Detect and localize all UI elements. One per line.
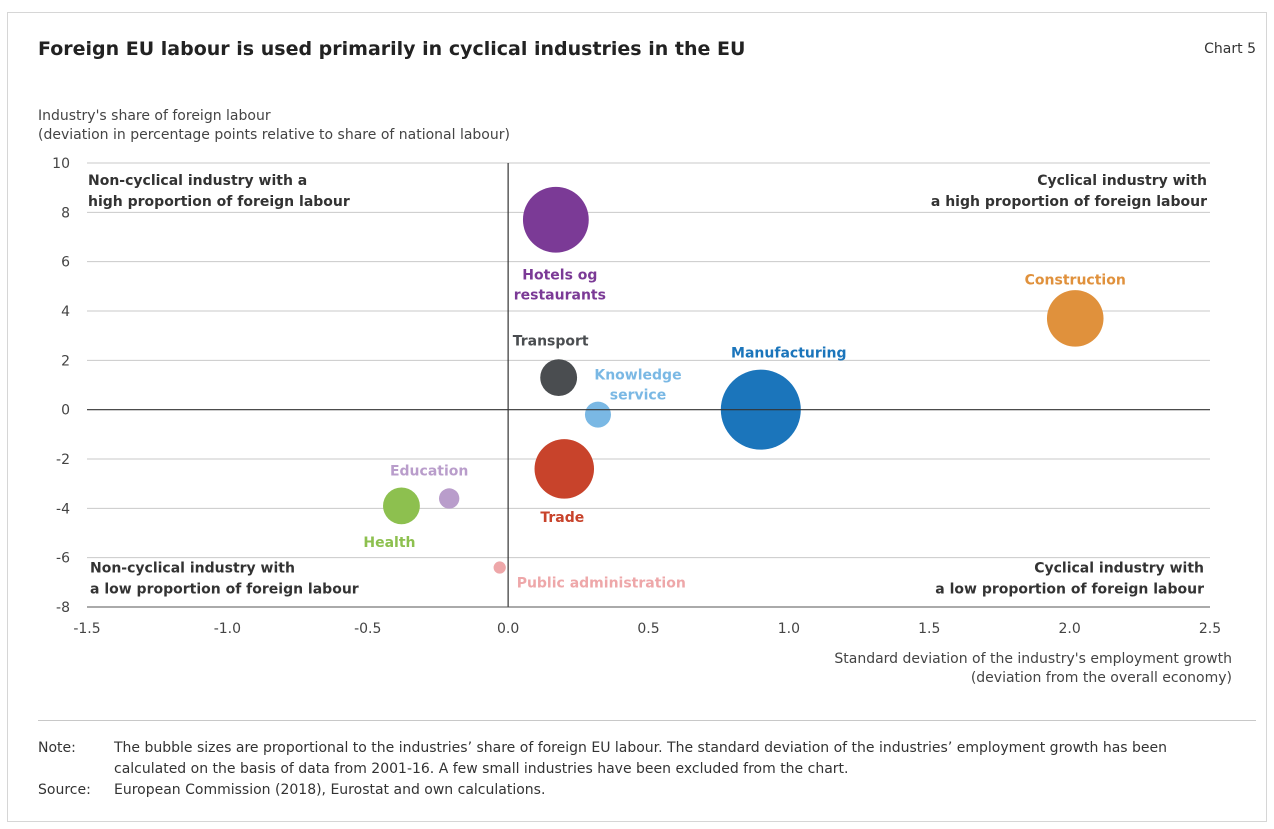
source-label: Source: bbox=[38, 782, 91, 798]
bubble bbox=[1046, 290, 1104, 347]
bubble-label: Transport bbox=[513, 334, 589, 350]
source-row: Source: European Commission (2018), Euro… bbox=[38, 780, 1238, 801]
bubble bbox=[383, 487, 420, 525]
bubble-label: Public administration bbox=[517, 576, 686, 592]
x-axis-title: Standard deviation of the industry's emp… bbox=[834, 650, 1232, 688]
y-tick-label: 0 bbox=[61, 403, 70, 419]
chart-number: Chart 5 bbox=[1204, 41, 1256, 57]
x-tick-label: -0.5 bbox=[354, 621, 381, 637]
chart-frame bbox=[7, 12, 1267, 822]
x-axis-title-line-1: Standard deviation of the industry's emp… bbox=[834, 651, 1232, 667]
quadrant-label: Cyclical industry with bbox=[1034, 560, 1204, 576]
bubble bbox=[540, 359, 578, 397]
bubble-label: Health bbox=[363, 535, 415, 551]
y-tick-label: 8 bbox=[61, 205, 70, 221]
note-label: Note: bbox=[38, 740, 76, 756]
quadrant-label: a high proportion of foreign labour bbox=[931, 194, 1207, 210]
chart-notes: Note: The bubble sizes are proportional … bbox=[38, 738, 1238, 801]
source-text: European Commission (2018), Eurostat and… bbox=[114, 782, 546, 798]
bubble-label: Education bbox=[390, 463, 468, 479]
bubble-label: Manufacturing bbox=[731, 346, 847, 362]
quadrant-label: high proportion of foreign labour bbox=[88, 194, 350, 210]
y-tick-label: -8 bbox=[56, 600, 70, 616]
x-tick-label: -1.0 bbox=[214, 621, 241, 637]
x-tick-label: 1.0 bbox=[778, 621, 800, 637]
x-tick-label: 2.5 bbox=[1199, 621, 1221, 637]
x-tick-label: 1.5 bbox=[918, 621, 940, 637]
footer-divider bbox=[38, 720, 1256, 721]
quadrant-label: Cyclical industry with bbox=[1037, 173, 1207, 189]
bubble-label: Knowledge bbox=[594, 368, 681, 384]
bubble bbox=[438, 488, 460, 509]
x-tick-label: -1.5 bbox=[73, 621, 100, 637]
y-tick-label: 4 bbox=[61, 304, 70, 320]
quadrant-label: Non-cyclical industry with bbox=[90, 560, 295, 576]
quadrant-label: a low proportion of foreign labour bbox=[90, 581, 359, 597]
bubble bbox=[534, 439, 595, 499]
y-tick-label: 10 bbox=[52, 156, 70, 172]
y-axis-title-line-1: Industry's share of foreign labour bbox=[38, 108, 271, 124]
y-tick-label: -6 bbox=[56, 551, 70, 567]
bubble bbox=[493, 561, 506, 574]
y-axis-title-line-2: (deviation in percentage points relative… bbox=[38, 127, 510, 143]
y-axis-title: Industry's share of foreign labour (devi… bbox=[38, 107, 510, 145]
note-text: The bubble sizes are proportional to the… bbox=[114, 740, 1168, 777]
y-tick-label: 2 bbox=[61, 353, 70, 369]
y-tick-label: -2 bbox=[56, 452, 70, 468]
bubble-label: restaurants bbox=[514, 288, 606, 304]
x-tick-label: 0.5 bbox=[637, 621, 659, 637]
chart-title: Foreign EU labour is used primarily in c… bbox=[38, 38, 746, 60]
bubble-label: service bbox=[610, 388, 666, 404]
x-tick-label: 2.0 bbox=[1058, 621, 1080, 637]
bubble-label: Hotels og bbox=[522, 268, 597, 284]
bubble bbox=[522, 186, 589, 253]
bubble-label: Construction bbox=[1025, 272, 1126, 288]
note-row: Note: The bubble sizes are proportional … bbox=[38, 738, 1238, 780]
bubble-label: Trade bbox=[540, 510, 584, 526]
y-tick-label: -4 bbox=[56, 501, 70, 517]
bubble bbox=[584, 401, 611, 428]
quadrant-label: a low proportion of foreign labour bbox=[935, 581, 1204, 597]
quadrant-label: Non-cyclical industry with a bbox=[88, 173, 307, 189]
x-tick-label: 0.0 bbox=[497, 621, 519, 637]
y-tick-label: 6 bbox=[61, 255, 70, 271]
x-axis-title-line-2: (deviation from the overall economy) bbox=[970, 670, 1232, 686]
